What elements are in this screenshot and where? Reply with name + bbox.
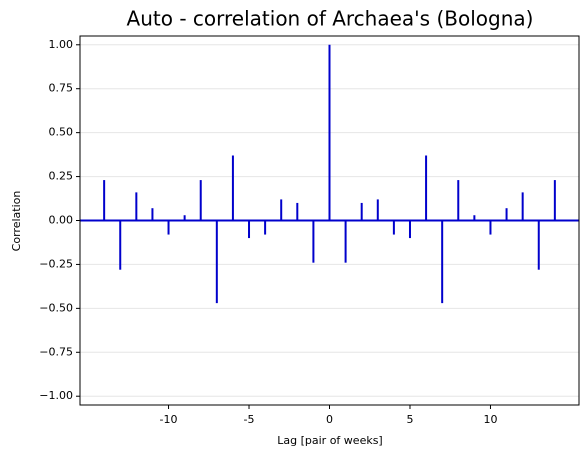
x-axis-label: Lag [pair of weeks]	[277, 434, 382, 447]
y-tick-label: 0.00	[49, 214, 74, 227]
x-tick-label: 0	[326, 413, 333, 426]
y-tick-label: −0.50	[39, 301, 73, 314]
chart-title: Auto - correlation of Archaea's (Bologna…	[127, 7, 534, 31]
plot-frame	[79, 35, 580, 406]
x-tick-label: -10	[160, 413, 178, 426]
y-tick-label: 0.75	[49, 82, 74, 95]
y-axis-label: Correlation	[10, 191, 23, 252]
x-tick-label: 10	[483, 413, 497, 426]
y-tick-label: −0.75	[39, 345, 73, 358]
y-tick-label: −0.25	[39, 257, 73, 270]
y-tick-label: −1.00	[39, 389, 73, 402]
y-tick-label: 1.00	[49, 38, 74, 51]
y-tick-label: 0.50	[49, 126, 74, 139]
x-tick-label: 5	[406, 413, 413, 426]
y-tick-label: 0.25	[49, 170, 74, 183]
x-tick-label: -5	[244, 413, 255, 426]
